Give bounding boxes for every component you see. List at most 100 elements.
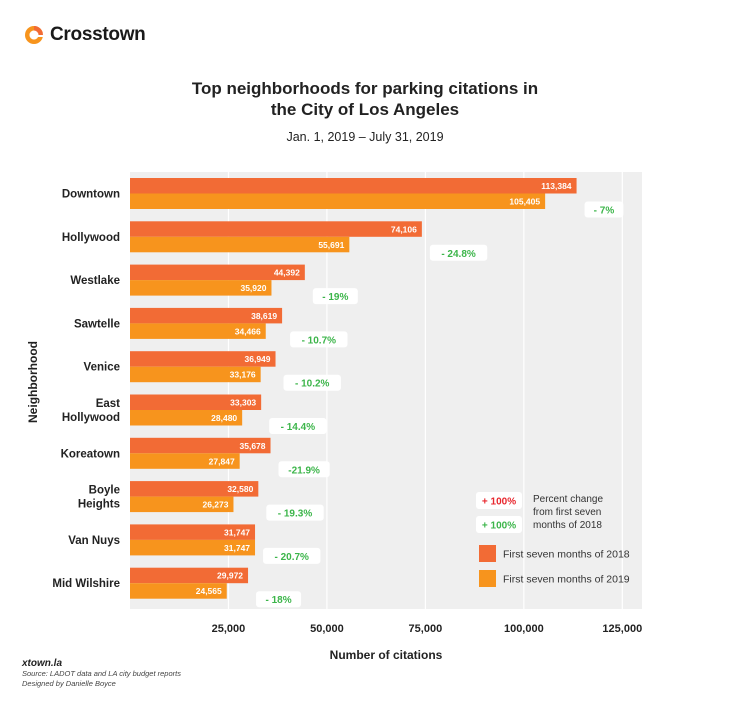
brand-name: Crosstown [50,24,146,45]
value-label-2019: 27,847 [209,456,235,466]
category-label: Hollywood [62,232,120,244]
legend-change-text: Percent change [533,494,603,505]
legend-change-example: + 100% [482,521,516,532]
bar-2019 [130,236,350,253]
x-tick-label: 75,000 [409,623,443,635]
change-badge-label: -21.9% [288,465,320,476]
bar-2018 [130,437,271,454]
legend-change-text: months of 2018 [533,520,602,531]
legend-change-example: + 100% [482,497,516,508]
bar-2019 [130,366,261,383]
bar-2018 [130,221,422,237]
bar-2018 [130,178,577,194]
category-label: Boyle [89,485,120,497]
x-tick-label: 25,000 [212,623,246,635]
x-tick-label: 100,000 [504,623,544,635]
bar-2019 [130,193,546,209]
value-label-2019: 35,920 [240,283,266,293]
x-tick-label: 125,000 [602,623,642,635]
change-badge-bg [429,244,488,261]
value-label-2018: 74,106 [391,224,417,234]
value-label-2019: 24,565 [196,586,222,596]
bar-2018 [130,264,305,281]
value-label-2018: 32,580 [227,484,253,494]
brand-logo: Crosstown [24,24,146,46]
change-badge-label: - 19% [322,292,348,303]
category-label: Mid Wilshire [52,578,120,590]
change-badge-bg [290,331,348,348]
x-tick-label: 50,000 [310,623,344,635]
bar-2018 [130,394,262,410]
value-label-2018: 44,392 [274,268,300,278]
x-axis-title: Number of citations [330,648,443,662]
value-label-2018: 35,678 [240,441,266,451]
value-label-2018: 38,619 [251,311,277,321]
bar-2018 [130,567,249,584]
category-label: Koreatown [61,448,120,460]
change-badge-label: - 24.8% [441,249,476,260]
legend-series-label: First seven months of 2018 [503,549,630,561]
value-label-2018: 113,384 [541,181,572,191]
bar-2019 [130,453,240,469]
bar-2019 [130,539,256,556]
legend-change-badge-bg [476,492,522,509]
bar-2018 [130,307,283,324]
change-badge-bg [584,201,624,218]
bar-2018 [130,524,256,540]
bar-2019 [130,496,234,513]
change-badge-label: - 19.3% [278,509,313,520]
value-label-2019: 31,747 [224,543,250,553]
change-badge-label: - 10.7% [302,335,337,346]
value-label-2019: 55,691 [318,240,344,250]
value-label-2019: 33,176 [230,370,256,380]
change-badge-bg [269,418,327,434]
footer-credit: Designed by Danielle Boyce [22,679,116,688]
category-label: East [96,398,120,410]
value-label-2019: 105,405 [509,197,540,207]
category-label: Downtown [62,189,120,201]
bar-2018 [130,351,276,367]
value-label-2019: 28,480 [211,413,237,423]
change-badge-label: - 18% [265,595,291,606]
chart-title: Top neighborhoods for parking citations … [191,79,539,119]
change-badge-label: - 20.7% [274,552,309,563]
change-badge-bg [266,504,324,521]
change-badge-bg [278,461,330,478]
change-badge-bg [283,374,341,391]
change-badge-label: - 10.2% [295,379,330,390]
bar-2019 [130,323,266,339]
change-badge-label: - 14.4% [281,422,316,433]
legend-swatch [479,570,496,587]
change-badge-bg [263,547,321,564]
legend-swatch [479,545,496,562]
footer-source: Source: LADOT data and LA city budget re… [22,669,181,678]
value-label-2018: 33,303 [230,398,256,408]
bar-2019 [130,410,243,426]
change-badge-bg [312,288,358,305]
value-label-2018: 29,972 [217,571,243,581]
category-label: Van Nuys [68,535,120,547]
value-label-2018: 31,747 [224,527,250,537]
change-badge-label: - 7% [594,206,615,217]
crosstown-logo-icon [25,26,44,44]
legend-change-text: from first seven [533,507,601,518]
change-badge-bg [256,591,302,608]
category-label: Venice [84,362,120,374]
category-label: Hollywood [62,412,120,424]
legend-change-badge-bg [476,516,522,533]
bar-2019 [130,280,272,296]
category-label: Westlake [70,275,120,287]
footer-site: xtown.la [22,658,63,669]
value-label-2019: 26,273 [202,500,228,510]
footer: xtown.la Source: LADOT data and LA city … [22,659,181,689]
category-label: Heights [78,499,120,511]
legend-series-label: First seven months of 2019 [503,574,630,586]
value-label-2018: 36,949 [245,354,271,364]
category-label: Sawtelle [74,318,120,330]
bar-2018 [130,481,259,497]
bar-2019 [130,583,227,599]
value-label-2019: 34,466 [235,326,261,336]
y-axis-title: Neighborhood [26,341,40,423]
chart-subtitle: Jan. 1, 2019 – July 31, 2019 [286,130,444,144]
